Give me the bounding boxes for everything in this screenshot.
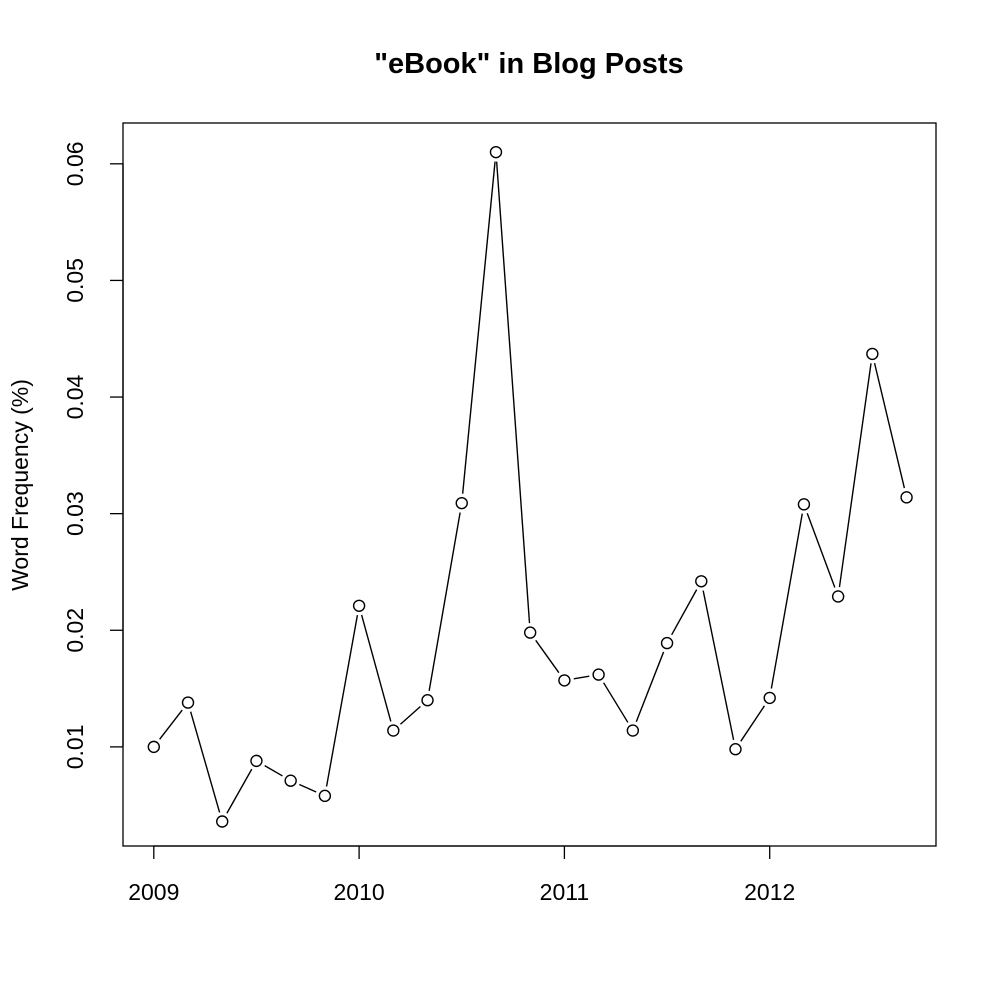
series-line-segment [740,705,766,742]
series-line-segment [770,513,803,689]
y-tick-label: 0.01 [62,724,88,769]
series-line-segment [325,615,359,787]
series-line-segment [159,709,183,740]
series-line-segment [671,589,698,636]
x-axis: 2009 2010 2011 2012 [128,845,795,905]
data-point [523,626,537,639]
series-line-segment [461,161,496,494]
series-line-segment [264,765,283,777]
series-line-segment [702,590,735,741]
plot-area [122,122,937,847]
data-point [387,724,400,737]
data-point [147,740,160,754]
series-line-segment [226,768,253,814]
y-tick-label: 0.02 [62,608,88,653]
chart-title: "eBook" in Blog Posts [374,48,683,80]
series-line-segment [360,614,392,722]
data-point [250,754,263,768]
series-line-segment [602,682,629,723]
series-line-segment [838,363,872,588]
series-line-segment [299,783,317,793]
series-line-segment [399,706,421,725]
series-line-segment [573,675,590,680]
data-point [797,498,811,511]
data-point [866,347,879,361]
data-point [421,694,434,707]
data-point [900,491,913,504]
y-tick-label: 0.06 [62,141,88,186]
y-tick-label: 0.04 [62,374,88,419]
data-point [831,590,845,603]
data-point [558,674,571,687]
x-tick-label: 2009 [128,879,179,905]
data-point [216,815,229,828]
data-point [181,696,195,709]
series-line-segment [635,651,665,722]
series-layer [147,145,913,828]
series-line-segment [189,711,221,813]
y-axis-label: Word Frequency (%) [7,379,33,591]
y-tick-label: 0.03 [62,491,88,536]
data-point [660,636,674,650]
series-line-segment [806,512,836,588]
data-point [284,774,297,787]
x-tick-label: 2010 [334,879,385,905]
data-point [592,668,605,681]
data-point [763,691,776,705]
series-line-segment [495,161,531,624]
y-tick-label: 0.05 [62,258,88,303]
data-point [626,724,640,737]
data-point [695,575,708,588]
series-line-segment [428,512,461,691]
y-axis: 0.01 0.02 0.03 0.04 0.05 0.06 [62,141,124,769]
x-tick-label: 2012 [744,879,795,905]
data-point [489,145,503,159]
data-point [352,599,366,612]
data-point [318,789,332,803]
series-line-segment [535,639,560,674]
data-point [455,496,468,510]
data-point [729,743,742,756]
x-tick-label: 2011 [540,879,589,905]
series-line-segment [873,362,906,489]
